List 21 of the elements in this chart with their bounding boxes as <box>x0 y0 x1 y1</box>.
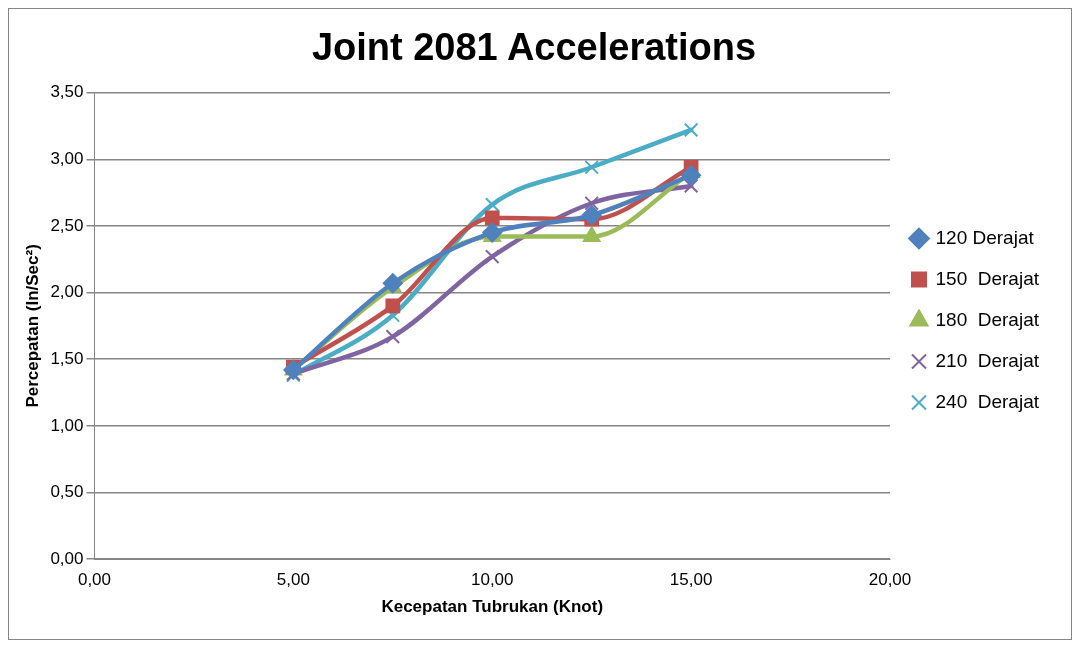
x-tick-label: 15,00 <box>669 570 713 590</box>
y-tick-label: 2,00 <box>50 282 84 302</box>
x-axis-title: Kecepatan Tubrukan (Knot) <box>381 597 604 617</box>
y-tick-label: 3,50 <box>50 82 84 102</box>
legend-label: 240 Derajat <box>935 390 1040 412</box>
x-tick-label: 20,00 <box>868 570 912 590</box>
legend-label: 150 Derajat <box>935 267 1040 289</box>
y-tick-label: 0,50 <box>50 482 84 502</box>
legend-label: 180 Derajat <box>935 308 1040 330</box>
x-tick-label: 5,00 <box>276 570 310 590</box>
x-tick-label: 0,00 <box>77 570 112 590</box>
y-tick-label: 0,00 <box>50 548 84 568</box>
y-tick-label: 1,00 <box>50 415 84 435</box>
chart-title: Joint 2081 Accelerations <box>311 26 757 69</box>
y-tick-label: 1,50 <box>50 348 84 368</box>
y-axis-title: Percepatan (In/Sec²) <box>22 244 42 408</box>
x-tick-label: 10,00 <box>470 570 514 590</box>
legend-label: 120 Derajat <box>935 226 1035 248</box>
y-tick-label: 3,00 <box>50 148 84 168</box>
legend-label: 210 Derajat <box>935 349 1040 371</box>
y-tick-label: 2,50 <box>50 215 84 235</box>
